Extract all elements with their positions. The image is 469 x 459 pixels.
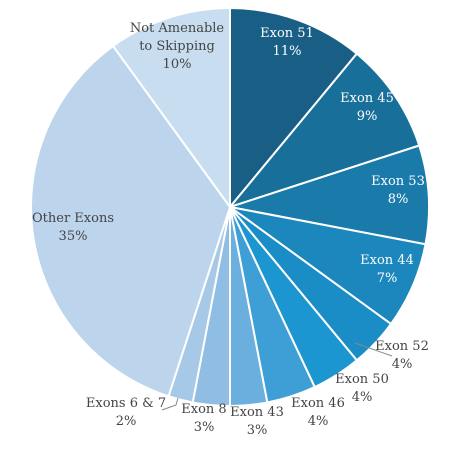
slice-label-exon-44: Exon 44 7% [360,253,414,286]
slice-name-label: Other Exons [32,211,114,226]
slice-label-exon-46: Exon 46 4% [291,396,345,429]
pie-slice-other-exons [30,44,232,398]
slice-name-label: Not Amenable [130,21,225,36]
slice-name-label: to Skipping [139,39,215,54]
pie-slice-exon-45 [227,52,421,210]
slice-label-other-exons: Other Exons 35% [32,211,114,244]
slice-label-exon-8: Exon 8 3% [181,402,226,435]
slice-value-label: 8% [388,192,409,207]
slice-value-label: 9% [357,109,378,124]
slice-value-label: 10% [163,57,192,72]
slice-value-label: 7% [377,271,398,286]
leader-line-exons-6-7 [161,397,179,411]
slice-label-exon-53: Exon 53 8% [371,174,425,207]
pie-slice-exon-51 [229,6,359,210]
slice-name-label: Exon 45 [340,91,394,106]
slice-name-label: Exon 43 [230,405,284,420]
slice-label-exons-6-7: Exons 6 & 7 2% [86,396,166,429]
slice-label-exon-51: Exon 51 11% [260,26,314,59]
slice-value-label: 4% [352,390,373,405]
slice-name-label: Exon 53 [371,174,425,189]
slice-label-exon-43: Exon 43 3% [230,405,284,438]
slice-label-exon-52: Exon 52 4% [375,339,429,372]
slice-name-label: Exon 50 [335,372,389,387]
slice-label-exon-50: Exon 50 4% [335,372,389,405]
slice-name-label: Exon 52 [375,339,429,354]
slice-value-label: 3% [247,423,268,438]
slice-value-label: 11% [273,44,302,59]
slice-value-label: 4% [308,414,329,429]
slice-label-not-amenable-to-skipping: Not Amenable to Skipping 10% [130,21,225,72]
slice-name-label: Exon 51 [260,26,314,41]
pie-slice-not-amenable-to-skipping [111,6,231,211]
slice-name-label: Exons 6 & 7 [86,396,166,411]
slice-label-exon-45: Exon 45 9% [340,91,394,124]
pie-slice-exon-53 [229,144,430,246]
slice-name-label: Exon 44 [360,253,414,268]
slice-name-label: Exon 8 [181,402,226,417]
slice-value-label: 2% [116,414,137,429]
leader-line-exon-52 [354,342,393,357]
slice-value-label: 4% [392,357,413,372]
slice-value-label: 35% [59,229,88,244]
slice-name-label: Exon 46 [291,396,345,411]
slice-value-label: 3% [194,420,215,435]
